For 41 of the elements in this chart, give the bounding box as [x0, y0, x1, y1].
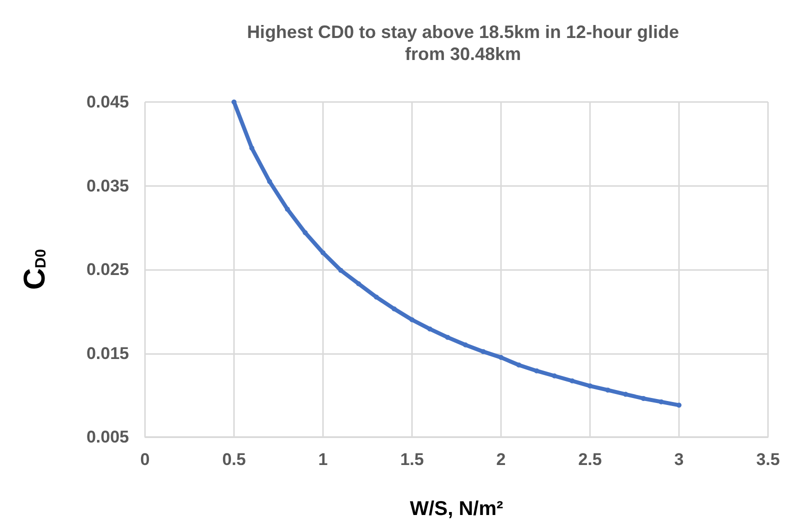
- point: [588, 383, 592, 388]
- point: [302, 230, 308, 236]
- x-tick-label: 0.5: [222, 450, 246, 469]
- y-tick-label: 0.005: [86, 428, 129, 446]
- y-tick-label: 0.035: [86, 176, 129, 196]
- point: [392, 306, 397, 312]
- x-axis-title: W/S, N/m²: [410, 498, 504, 520]
- x-tick-label: 1.5: [400, 450, 424, 469]
- x-tick-label: 3.5: [756, 450, 780, 469]
- point: [232, 100, 236, 104]
- point: [249, 146, 254, 151]
- y-tick-label: 0.045: [86, 92, 129, 112]
- point: [267, 179, 272, 184]
- point: [570, 378, 575, 384]
- x-tick-label: 1: [318, 450, 328, 469]
- y-tick-label: 0.015: [86, 344, 129, 363]
- point: [552, 373, 557, 378]
- point: [284, 206, 290, 212]
- y-axis-title: CD0: [18, 249, 52, 290]
- point: [480, 349, 486, 354]
- point: [374, 294, 379, 300]
- chart-title: Highest CD0 to stay above 18.5km in 12-hour glide from 30.48km: [246, 22, 680, 64]
- point: [516, 362, 522, 368]
- point: [623, 392, 628, 397]
- x-tick-label: 3: [674, 450, 684, 469]
- point: [498, 354, 504, 360]
- x-tick-label: 2: [496, 450, 506, 469]
- point: [410, 317, 414, 322]
- point: [534, 368, 540, 374]
- x-tick-label: 2.5: [578, 450, 602, 469]
- point: [462, 342, 468, 348]
- point: [676, 402, 682, 408]
- y-tick-label: 0.025: [86, 260, 129, 279]
- point: [605, 388, 610, 393]
- point: [338, 268, 344, 273]
- point: [320, 250, 326, 256]
- point: [445, 334, 450, 340]
- point: [356, 281, 362, 286]
- point: [658, 399, 664, 404]
- point: [427, 326, 432, 332]
- x-tick-label: 0: [140, 450, 150, 469]
